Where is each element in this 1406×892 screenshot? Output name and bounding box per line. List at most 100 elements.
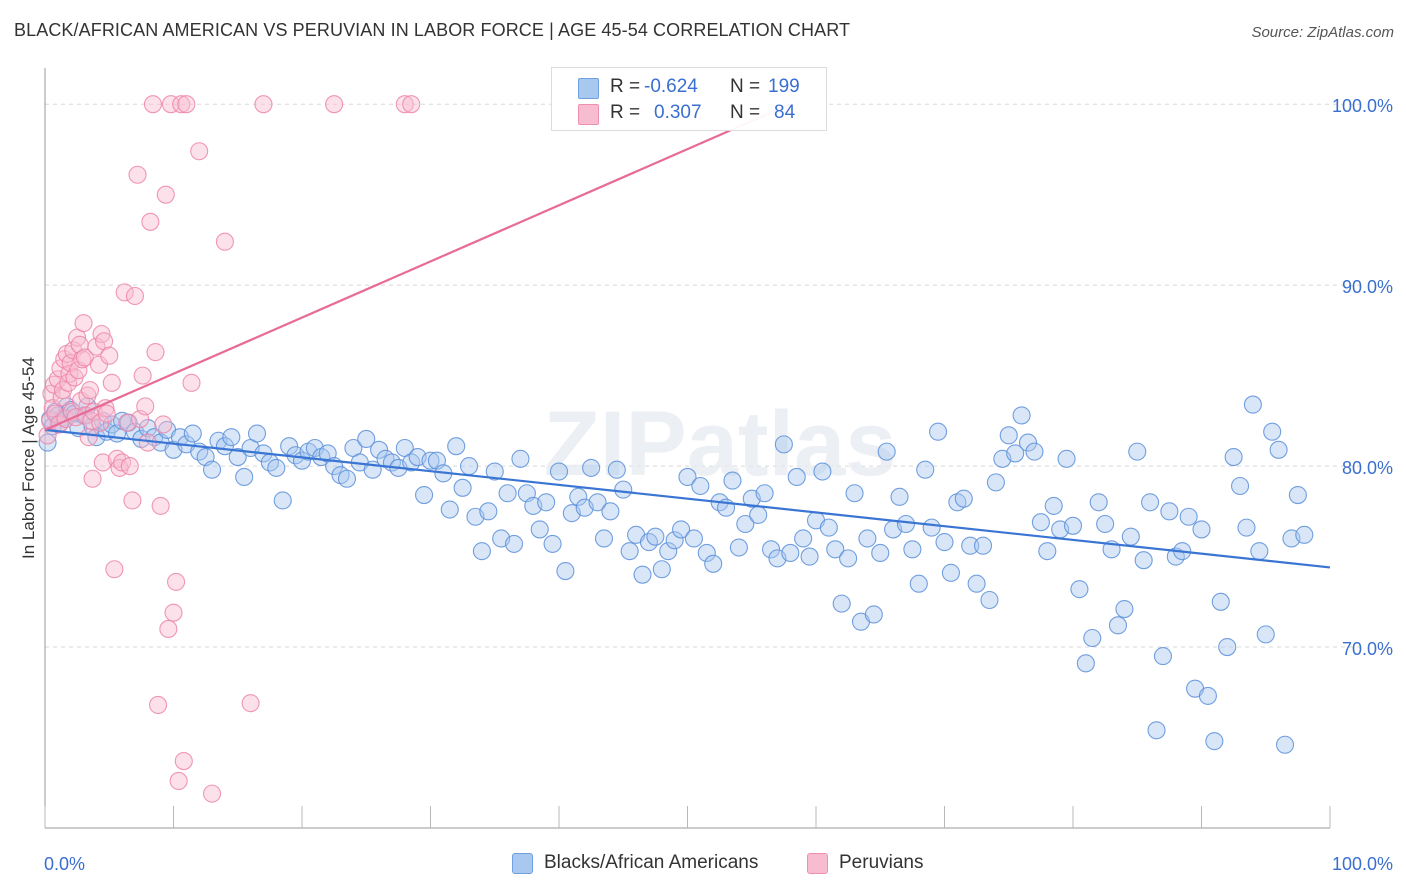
- legend-swatch-blue: [578, 78, 599, 99]
- point-blacks: [819, 518, 838, 537]
- point-peruvians: [182, 373, 201, 392]
- point-blacks: [511, 449, 530, 468]
- point-blacks: [761, 540, 781, 559]
- point-blacks: [839, 549, 858, 568]
- legend-r-value: -0.624: [644, 76, 698, 97]
- point-peruvians: [123, 491, 142, 510]
- point-blacks: [646, 527, 665, 546]
- point-blacks: [1063, 516, 1083, 535]
- point-peruvians: [254, 95, 273, 114]
- point-peruvians: [159, 619, 178, 639]
- point-blacks: [479, 502, 498, 521]
- point-blacks: [594, 529, 614, 548]
- point-blacks: [337, 469, 357, 488]
- point-blacks: [813, 462, 832, 481]
- point-blacks: [1218, 637, 1237, 657]
- point-peruvians: [143, 95, 162, 114]
- point-peruvians: [128, 165, 147, 184]
- trend-line-blacks: [44, 428, 1331, 569]
- tick-labels: 70.0% 80.0% 90.0% 100.0% 0.0% 100.0%: [44, 96, 1393, 874]
- point-blacks: [569, 487, 588, 506]
- point-blacks: [38, 433, 57, 452]
- bottom-legend-label: Blacks/African Americans: [544, 852, 759, 873]
- point-blacks: [1096, 514, 1115, 534]
- point-blacks: [1108, 616, 1128, 635]
- point-peruvians: [154, 415, 173, 434]
- point-blacks: [556, 561, 575, 581]
- point-blacks: [1231, 476, 1250, 496]
- point-peruvians: [136, 397, 155, 416]
- point-blacks: [582, 458, 601, 477]
- point-blacks: [183, 424, 202, 443]
- point-blacks: [1089, 493, 1108, 512]
- point-peruvians: [100, 346, 119, 365]
- point-blacks: [370, 440, 389, 459]
- point-blacks: [1269, 440, 1288, 459]
- x-tick-label: 100.0%: [1332, 854, 1393, 874]
- series-blacks-points: [38, 395, 1314, 754]
- point-peruvians: [105, 560, 124, 579]
- point-peruvians: [91, 413, 110, 432]
- legend-r-label: R =: [610, 102, 641, 123]
- point-blacks: [890, 487, 909, 506]
- point-blacks: [1012, 406, 1031, 425]
- point-blacks: [1153, 647, 1172, 666]
- point-blacks: [672, 520, 691, 539]
- point-blacks: [787, 467, 806, 487]
- point-blacks: [614, 480, 633, 499]
- point-blacks: [222, 428, 241, 447]
- point-blacks: [537, 493, 556, 512]
- point-blacks: [935, 533, 954, 552]
- point-blacks: [973, 536, 993, 555]
- point-blacks: [961, 536, 980, 555]
- point-blacks: [588, 493, 607, 512]
- point-blacks: [498, 484, 517, 503]
- grid-lines: [45, 103, 1360, 648]
- point-blacks: [691, 476, 710, 496]
- point-blacks: [967, 574, 986, 593]
- point-blacks: [652, 560, 671, 579]
- point-blacks: [1211, 592, 1230, 611]
- point-blacks: [1044, 496, 1063, 515]
- point-blacks: [504, 534, 524, 553]
- point-blacks: [1147, 721, 1166, 740]
- point-blacks: [601, 502, 620, 521]
- point-peruvians: [95, 332, 114, 351]
- point-blacks: [453, 478, 472, 497]
- trend-lines: [44, 103, 1331, 569]
- point-blacks: [440, 500, 459, 519]
- point-blacks: [1295, 525, 1314, 544]
- point-blacks: [864, 605, 883, 624]
- point-blacks: [1224, 447, 1243, 467]
- chart-title: BLACK/AFRICAN AMERICAN VS PERUVIAN IN LA…: [14, 20, 851, 40]
- point-blacks: [749, 505, 768, 525]
- point-blacks: [794, 529, 813, 548]
- point-blacks: [357, 429, 376, 449]
- point-blacks: [267, 458, 286, 477]
- point-peruvians: [177, 95, 196, 114]
- point-peruvians: [75, 348, 94, 367]
- point-blacks: [929, 422, 948, 441]
- point-blacks: [228, 447, 247, 467]
- point-peruvians: [190, 142, 209, 161]
- point-peruvians: [169, 771, 188, 791]
- point-blacks: [986, 473, 1005, 492]
- point-blacks: [916, 460, 935, 479]
- point-peruvians: [161, 95, 180, 114]
- point-peruvians: [172, 95, 191, 114]
- legend-r-value: 0.307: [654, 102, 702, 123]
- point-blacks: [697, 543, 716, 563]
- axes: [44, 68, 1331, 829]
- y-tick-label: 90.0%: [1342, 277, 1393, 297]
- point-peruvians: [167, 572, 186, 591]
- legend-n-value: 84: [774, 102, 796, 123]
- point-blacks: [1076, 654, 1095, 673]
- point-blacks: [858, 529, 877, 548]
- point-blacks: [877, 442, 896, 461]
- point-peruvians: [141, 212, 160, 231]
- point-peruvians: [241, 694, 260, 713]
- point-blacks: [472, 542, 491, 561]
- point-blacks: [1243, 395, 1262, 414]
- point-blacks: [845, 484, 864, 503]
